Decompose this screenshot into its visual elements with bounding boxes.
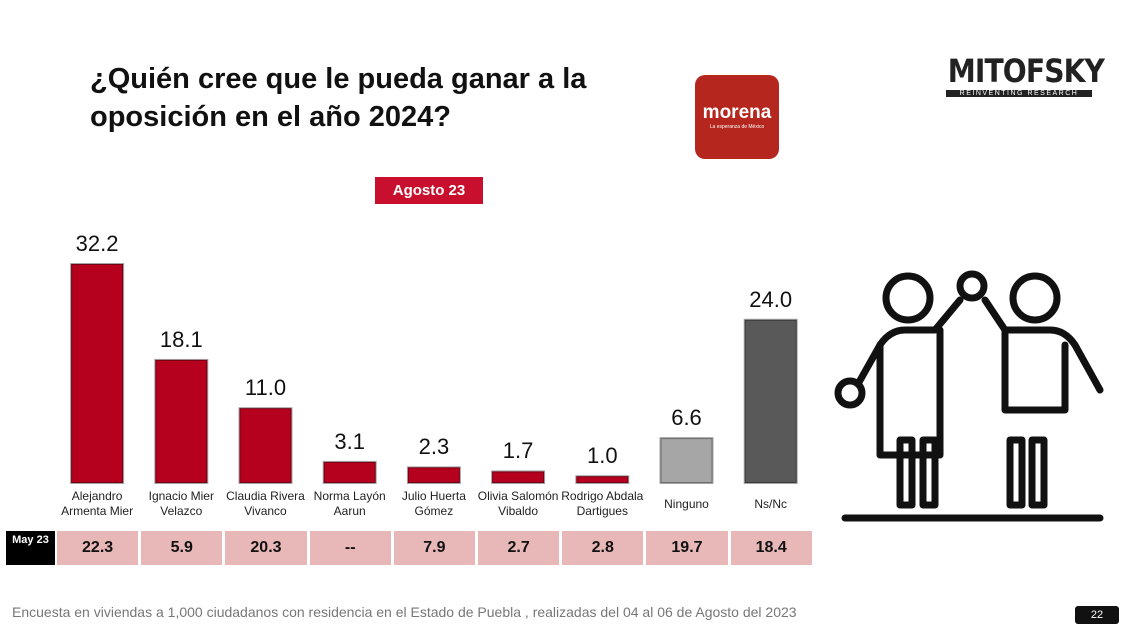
- value-label: 11.0: [244, 375, 287, 401]
- bar: [70, 263, 125, 484]
- comparison-cell: 5.9: [141, 531, 223, 565]
- x-tick-label: Ninguno: [664, 497, 709, 511]
- bar: [659, 437, 714, 485]
- value-label: 18.1: [159, 326, 203, 352]
- x-tick-label: Rodrigo Abdala Dartigues: [561, 489, 644, 518]
- comparison-label: May 23: [6, 531, 55, 565]
- value-label: 2.3: [418, 434, 450, 460]
- comparison-cell: --: [309, 531, 391, 565]
- illustration: [834, 270, 1104, 522]
- party-logo: morena La esperanza de México: [695, 75, 779, 159]
- comparison-cell: 19.7: [646, 531, 728, 565]
- comparison-cell: 7.9: [393, 531, 475, 565]
- value-label: 1.7: [502, 438, 534, 464]
- title: ¿Quién cree que le pueda ganar a la opos…: [90, 63, 587, 133]
- bar: [406, 466, 461, 485]
- value-label: 3.1: [334, 428, 365, 454]
- pollster-logo: MITOFSKY REINVENTING RESEARCH: [938, 52, 1105, 97]
- logo-text: morena: [702, 102, 772, 123]
- page-number: 22: [1075, 606, 1119, 624]
- period-badge: Agosto 23: [375, 177, 483, 204]
- x-tick-label: Ignacio Mier Velazco: [148, 489, 214, 518]
- comparison-cell: 22.3: [57, 531, 139, 565]
- logo-tagline: La esperanza de México: [709, 124, 765, 130]
- bar: [575, 475, 630, 485]
- comparison-cell: 18.4: [730, 531, 812, 565]
- comparison-cell: 2.8: [562, 531, 644, 565]
- bar: [238, 407, 293, 485]
- value-label: 6.6: [671, 405, 702, 431]
- value-label: 24.0: [749, 286, 793, 312]
- bar: [322, 460, 377, 484]
- x-tick-label: Claudia Rivera Vivanco: [226, 489, 305, 518]
- logo-tagline: REINVENTING RESEARCH: [946, 90, 1092, 97]
- comparison-cell: 20.3: [225, 531, 307, 565]
- value-label: 32.2: [75, 231, 119, 256]
- x-tick-label: Alejandro Armenta Mier: [61, 489, 134, 518]
- x-tick-label: Olivia Salomón Vibaldo: [477, 489, 559, 518]
- x-tick-label: Ns/Nc: [754, 497, 788, 511]
- x-tick-label: Norma Layón Aarun: [313, 489, 386, 518]
- bar: [743, 318, 798, 484]
- value-label: 1.0: [587, 443, 618, 469]
- logo-text: MITOFSKY: [947, 52, 1105, 90]
- footnote: Encuesta en viviendas a 1,000 ciudadanos…: [12, 604, 797, 620]
- bar: [491, 470, 546, 485]
- comparison-cell: 2.7: [478, 531, 560, 565]
- bar: [154, 358, 209, 485]
- x-tick-label: Julio Huerta Gómez: [401, 489, 466, 518]
